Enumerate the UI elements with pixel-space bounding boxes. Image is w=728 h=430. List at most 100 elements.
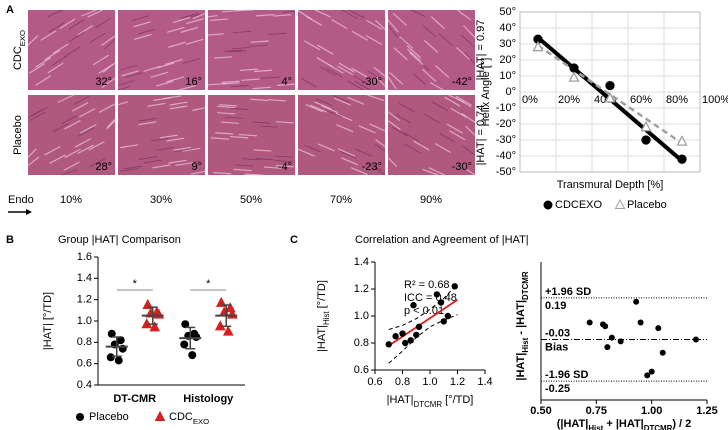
fiber: [387, 25, 399, 38]
fiber: [209, 18, 228, 21]
fiber: [31, 106, 48, 117]
fiber: [60, 115, 78, 125]
x-axis-label-part: (|HAT|: [557, 418, 589, 430]
fiber: [172, 16, 191, 24]
marker-triangle: [640, 120, 652, 132]
fiber: [337, 65, 354, 76]
point: [648, 368, 655, 375]
fiber: [47, 62, 64, 74]
row-label: CDCEXO: [12, 30, 27, 70]
fiber: [456, 47, 471, 60]
fiber: [461, 112, 476, 123]
y-tick-label: -30°: [496, 134, 516, 146]
fiber: [180, 12, 199, 19]
y-tick-label: 0.6: [77, 358, 92, 370]
fiber: [159, 134, 178, 139]
fiber: [165, 58, 183, 66]
y-tick-label: 1.4: [354, 256, 369, 268]
x-axis-label-part: [°/TD]: [442, 394, 473, 406]
fiber: [69, 31, 86, 42]
fiber: [137, 28, 155, 35]
x-tick-label: 100%: [702, 94, 728, 106]
x-tick-label: 0.75: [586, 405, 607, 417]
fiber: [47, 9, 64, 18]
fiber: [406, 45, 421, 59]
y-tick-label: 0.4: [77, 379, 92, 391]
fiber: [166, 76, 185, 83]
fiber: [217, 105, 236, 109]
fiber: [297, 148, 315, 157]
marker-triangle: [215, 296, 227, 307]
fiber: [375, 19, 386, 30]
fiber-texture: [210, 98, 294, 176]
fiber: [413, 140, 430, 151]
fiber: [93, 54, 109, 66]
fiber: [387, 157, 398, 168]
x-axis-label: |HAT|DTCMR [°/TD]: [387, 394, 474, 409]
y-tick-label: 0°: [505, 86, 516, 98]
fiber: [351, 30, 368, 41]
x-tick-label: 0.50: [530, 405, 551, 417]
fiber: [422, 68, 437, 82]
fiber: [61, 169, 78, 176]
fiber: [224, 116, 243, 119]
fiber: [314, 101, 332, 110]
point: [413, 331, 420, 339]
angle-label: -30°: [362, 76, 382, 88]
fiber: [374, 167, 386, 176]
fiber: [309, 104, 328, 113]
x-axis-label: Transmural Depth [%]: [557, 179, 664, 191]
x-tick-label: 1.00: [641, 405, 662, 417]
fiber: [423, 39, 439, 53]
hat-label: |HAT| = 0.74: [475, 105, 487, 166]
fiber: [422, 168, 439, 176]
fiber-texture: [297, 94, 386, 176]
point: [644, 372, 651, 379]
fiber: [275, 121, 294, 124]
marker-triangle: [149, 321, 161, 332]
fiber: [422, 24, 437, 38]
fiber: [175, 161, 194, 166]
x-tick-label: Histology: [183, 393, 234, 405]
marker-circle: [180, 340, 189, 349]
marker-circle: [106, 353, 115, 362]
panel-label: C: [290, 234, 298, 246]
fiber: [336, 124, 354, 133]
y-tick-label: -10°: [496, 102, 516, 114]
fiber: [351, 67, 368, 78]
point: [415, 323, 423, 330]
fiber: [68, 19, 85, 30]
angle-label: 4°: [281, 76, 292, 88]
fiber: [192, 107, 206, 112]
y-axis-label-part: Hist: [322, 311, 331, 325]
fiber: [347, 96, 365, 105]
fiber: [249, 44, 268, 47]
fiber: [373, 66, 386, 77]
fiber: [35, 75, 52, 86]
marker-circle: [116, 336, 125, 345]
fiber: [49, 154, 66, 164]
angle-label: -42°: [452, 76, 472, 88]
marker-circle: [181, 320, 190, 329]
fiber: [98, 63, 115, 74]
marker-triangle: [532, 40, 544, 52]
row-label-main: CDC: [12, 46, 24, 70]
fiber: [233, 168, 252, 172]
fiber: [77, 127, 95, 137]
fiber: [166, 26, 185, 33]
y-tick-label: 0.8: [354, 337, 369, 349]
point: [385, 341, 392, 348]
fiber: [52, 43, 69, 54]
fiber: [192, 13, 206, 20]
fiber: [253, 69, 273, 73]
fiber: [80, 9, 97, 17]
fiber: [407, 48, 422, 62]
fiber: [215, 132, 234, 135]
y-tick-label: 1.0: [354, 310, 369, 322]
marker-circle: [677, 154, 687, 164]
fiber: [124, 165, 143, 170]
fiber: [131, 15, 150, 22]
fiber: [223, 49, 242, 52]
reference-label: Bias: [545, 341, 568, 353]
point: [586, 319, 593, 326]
